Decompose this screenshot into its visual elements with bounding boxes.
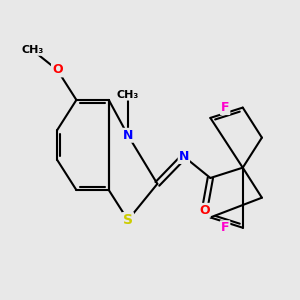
Text: F: F <box>221 221 229 234</box>
Text: CH₃: CH₃ <box>117 90 139 100</box>
Text: N: N <box>123 129 133 142</box>
Text: O: O <box>52 63 63 76</box>
Text: S: S <box>123 213 133 227</box>
Text: CH₃: CH₃ <box>21 45 43 55</box>
Text: N: N <box>179 150 189 163</box>
Text: O: O <box>199 204 210 217</box>
Text: F: F <box>221 101 229 114</box>
